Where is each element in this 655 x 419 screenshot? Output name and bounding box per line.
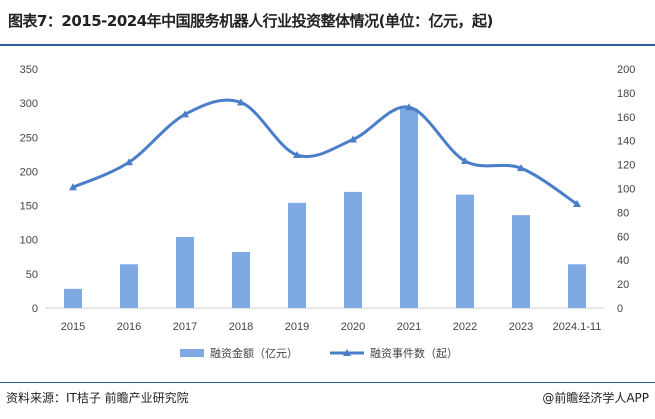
- x-tick-label: 2019: [285, 321, 309, 333]
- x-tick-label: 2021: [397, 321, 421, 333]
- x-tick-label: 2015: [61, 321, 85, 333]
- x-tick-label: 2022: [453, 321, 477, 333]
- left-tick-label: 0: [32, 303, 38, 315]
- bar-2022: [456, 194, 474, 308]
- source-note: 资料来源：IT桔子 前瞻产业研究院: [6, 391, 189, 405]
- footer-divider: [0, 382, 655, 383]
- line-point-2020: [349, 135, 357, 143]
- right-tick-label: 200: [617, 64, 635, 76]
- left-tick-label: 50: [26, 269, 38, 281]
- left-tick-label: 150: [20, 201, 38, 213]
- legend-line-label: 融资事件数（起）: [370, 347, 458, 360]
- legend-bar-swatch: [180, 349, 204, 357]
- chart: 0 50 100 150 200 250 300 350 0 20 40 60 80 100 120 140 1…: [20, 64, 636, 360]
- line-point-2016: [125, 158, 133, 166]
- right-tick-label: 180: [617, 88, 635, 100]
- left-tick-label: 250: [20, 132, 38, 144]
- right-tick-label: 100: [617, 184, 635, 196]
- x-tick-label: 2018: [229, 321, 253, 333]
- x-tick-label: 2016: [117, 321, 141, 333]
- x-tick-label: 2017: [173, 321, 197, 333]
- right-tick-label: 20: [617, 279, 629, 291]
- line-point-2023: [517, 164, 525, 172]
- x-tick-label: 2020: [341, 321, 365, 333]
- line-point-2017: [181, 110, 189, 118]
- left-tick-label: 300: [20, 98, 38, 110]
- x-tick-label: 2023: [509, 321, 533, 333]
- bar-2023: [512, 215, 530, 308]
- line-point-2018: [237, 98, 245, 106]
- chart-title: 图表7：2015-2024年中国服务机器人行业投资整体情况(单位：亿元，起): [8, 12, 493, 30]
- right-tick-label: 60: [617, 231, 629, 243]
- right-tick-label: 40: [617, 255, 629, 267]
- bar-2015: [64, 288, 82, 308]
- right-tick-label: 140: [617, 136, 635, 148]
- right-tick-label: 160: [617, 112, 635, 124]
- bar-2021: [400, 108, 418, 308]
- line-point-2022: [461, 157, 469, 165]
- legend-bar-label: 融资金额（亿元）: [210, 346, 298, 360]
- bar-2019: [288, 202, 306, 308]
- title-divider: [0, 44, 655, 46]
- left-tick-label: 100: [20, 235, 38, 247]
- bar-2024.1-11: [568, 264, 586, 308]
- brand-label: @前瞻经济学人APP: [542, 391, 649, 405]
- line-point-2021: [405, 103, 413, 111]
- bar-2018: [232, 252, 250, 308]
- line-point-2019: [293, 151, 301, 159]
- left-tick-label: 200: [20, 166, 38, 178]
- line-point-2015: [69, 183, 77, 191]
- bar-2016: [120, 264, 138, 308]
- legend-line-marker: [343, 349, 351, 356]
- bar-2017: [176, 236, 194, 308]
- line-series: [72, 98, 578, 206]
- right-tick-label: 0: [617, 303, 623, 315]
- left-tick-label: 350: [20, 64, 38, 76]
- right-tick-label: 120: [617, 160, 635, 172]
- line-point-2024.1-11: [573, 200, 581, 208]
- right-tick-label: 80: [617, 207, 629, 219]
- bar-2020: [344, 191, 362, 308]
- x-tick-label: 2024.1-11: [553, 321, 602, 333]
